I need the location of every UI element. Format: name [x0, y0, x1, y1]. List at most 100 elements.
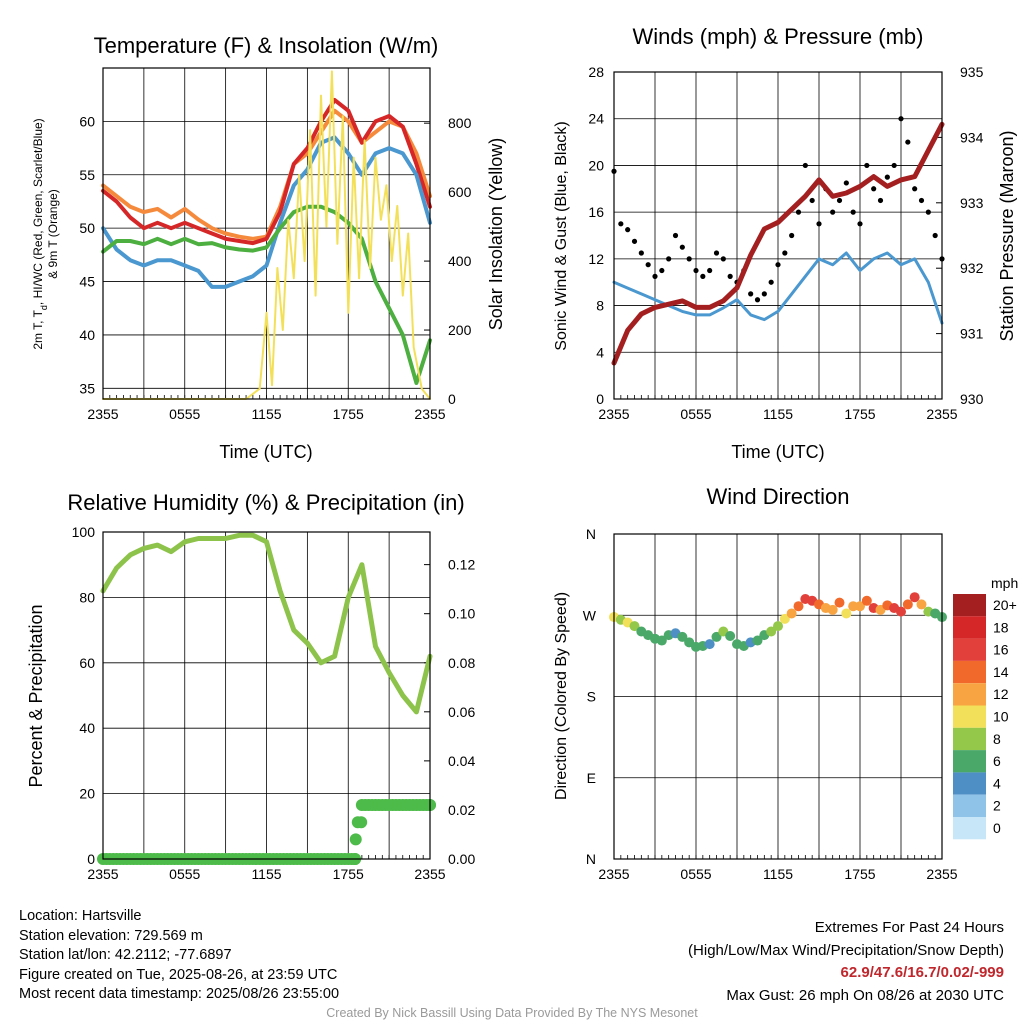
gust-point: [638, 250, 644, 256]
precip-point: [349, 833, 362, 846]
legend-label: 16: [993, 642, 1009, 658]
direction-point: [834, 597, 845, 608]
gust-point: [652, 273, 658, 279]
gust-point: [618, 221, 624, 227]
gust-point: [932, 232, 938, 239]
y-tick-label: 60: [79, 113, 95, 129]
gust-point: [884, 174, 890, 180]
temperature-series-line: [101, 204, 432, 385]
y-tick-label: 40: [79, 327, 95, 343]
gust-point: [816, 221, 822, 227]
gust-point: [768, 279, 774, 285]
recent-timestamp: Most recent data timestamp: 2025/08/26 2…: [19, 986, 340, 1003]
gust-point: [871, 186, 877, 192]
x-tick-label: 2355: [87, 866, 118, 882]
legend-swatch: [953, 594, 986, 617]
gust-point: [850, 209, 856, 215]
winds-y-label: Sonic Wind & Gust (Blue, Black): [553, 121, 570, 350]
gust-point: [631, 238, 638, 244]
y2-tick-label: 600: [448, 184, 472, 200]
humidity-y-label: Percent & Precipitation: [26, 604, 46, 787]
gust-point: [754, 297, 761, 303]
y-tick-label: 35: [79, 380, 95, 396]
station-info: Location: Hartsville Station elevation: …: [19, 907, 339, 1005]
gust-point: [918, 197, 925, 204]
direction-tick-label: W: [583, 607, 597, 623]
gust-point: [761, 291, 767, 297]
plot-frame: [102, 67, 431, 400]
gust-point: [775, 262, 781, 268]
direction-tick-label: N: [586, 851, 596, 867]
gust-point: [795, 209, 802, 215]
y-tick-label: 60: [79, 655, 95, 671]
y-tick-label: 24: [588, 111, 604, 127]
y2-tick-label: 200: [448, 322, 472, 338]
station-elevation: Station elevation: 729.569 m: [19, 927, 203, 944]
gust-point: [727, 273, 733, 279]
y2-tick-label: 400: [448, 253, 472, 269]
y-tick-label: 0: [596, 391, 604, 407]
gust-point: [700, 273, 706, 279]
direction-point: [677, 631, 688, 642]
direction-tick-label: N: [586, 526, 596, 542]
gust-point: [693, 267, 699, 274]
direction-point: [848, 601, 859, 612]
x-tick-label: 1155: [763, 866, 793, 882]
direction-point: [841, 608, 852, 619]
direction-point: [773, 621, 783, 632]
x-tick-label: 1155: [763, 406, 793, 422]
y2-tick-label: 0.00: [448, 851, 475, 867]
winds-x-label: Time (UTC): [731, 442, 824, 462]
y-tick-label: 100: [72, 524, 96, 540]
temperature-series-line: [102, 70, 431, 400]
humidity-line: [100, 532, 433, 715]
y2-tick-label: 931: [960, 326, 984, 342]
y2-tick-label: 0: [448, 391, 456, 407]
legend-label: 12: [993, 686, 1009, 702]
legend-label: 2: [993, 798, 1001, 814]
gust-point: [686, 256, 692, 262]
direction-y-label: Direction (Colored By Speed): [553, 592, 570, 800]
direction-point: [711, 631, 722, 642]
y2-tick-label: 934: [960, 129, 984, 145]
winds-panel: Winds (mph) & Pressure (mb) 0 4 8 12 16 20 24 28…: [553, 24, 1017, 462]
direction-point: [779, 613, 790, 624]
gust-point: [672, 232, 679, 239]
gust-point: [707, 267, 713, 274]
y-tick-label: 16: [588, 204, 604, 220]
legend-label: 0: [993, 820, 1001, 836]
legend-swatch: [953, 727, 986, 751]
gust-point: [912, 186, 918, 192]
plot-frame: [613, 533, 943, 860]
y2-tick-label: 0.10: [448, 606, 475, 622]
gust-point: [898, 116, 904, 122]
x-tick-label: 2355: [414, 406, 445, 422]
gust-point: [877, 197, 884, 204]
humidity-panel: Relative Humidity (%) & Precipitation (i…: [26, 490, 475, 882]
x-tick-label: 1755: [333, 866, 364, 882]
gust-point: [666, 256, 672, 262]
y2-tick-label: 935: [960, 64, 984, 80]
gust-point: [713, 250, 720, 256]
y-tick-label: 20: [79, 786, 95, 802]
pressure-line: [611, 121, 945, 366]
x-tick-label: 1755: [333, 406, 364, 422]
direction-point: [704, 639, 715, 650]
gust-point: [857, 221, 863, 227]
direction-point: [656, 635, 667, 646]
y2-tick-label: 0.08: [448, 655, 475, 671]
gust-point: [645, 262, 651, 268]
y2-tick-label: 0.12: [448, 557, 475, 573]
legend-label: 10: [993, 709, 1009, 725]
x-tick-label: 2355: [598, 406, 629, 422]
extremes-info: Extremes For Past 24 Hours (High/Low/Max…: [688, 917, 1004, 1007]
direction-tick-label: S: [587, 689, 596, 705]
direction-point: [725, 631, 736, 642]
direction-point: [766, 626, 777, 637]
gust-point: [905, 139, 911, 145]
legend-label: 4: [993, 775, 1001, 791]
temperature-y2-label: Solar Insolation (Yellow): [486, 138, 506, 330]
temperature-y-label-line2: & 9m T (Orange): [46, 189, 60, 279]
temperature-title: Temperature (F) & Insolation (W/m): [94, 33, 439, 58]
legend-label: 18: [993, 619, 1009, 635]
